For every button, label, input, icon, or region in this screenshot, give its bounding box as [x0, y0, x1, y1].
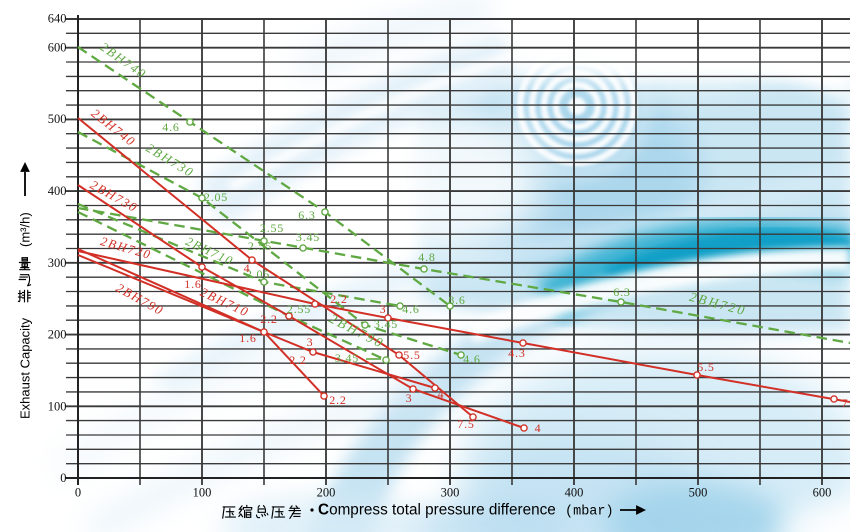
svg-text:4.8: 4.8	[418, 250, 435, 264]
svg-text:1.6: 1.6	[184, 277, 201, 291]
svg-text:5.5: 5.5	[403, 348, 420, 362]
svg-text:2.2: 2.2	[329, 393, 346, 407]
svg-text:4.3: 4.3	[508, 346, 525, 360]
svg-text:4.6: 4.6	[463, 352, 480, 366]
svg-text:2.2: 2.2	[330, 292, 347, 306]
svg-text:7: 7	[842, 396, 849, 410]
svg-text:5.5: 5.5	[697, 360, 714, 374]
svg-text:3.45: 3.45	[335, 351, 359, 365]
svg-text:4: 4	[438, 387, 445, 401]
svg-text:400: 400	[565, 486, 584, 500]
svg-text:2BH740: 2BH740	[97, 40, 149, 82]
svg-text:Compress total pressure differ: Compress total pressure difference	[318, 502, 556, 519]
svg-text:3.45: 3.45	[296, 230, 320, 244]
svg-text:200: 200	[48, 328, 67, 342]
svg-text:2.55: 2.55	[248, 239, 272, 253]
svg-text:2.55: 2.55	[287, 302, 311, 316]
svg-text:7.5: 7.5	[457, 417, 474, 431]
svg-text:2.2: 2.2	[260, 312, 277, 326]
svg-text:600: 600	[48, 40, 67, 54]
svg-text:6.3: 6.3	[298, 208, 315, 222]
svg-text:4.6: 4.6	[402, 302, 419, 316]
svg-text:6.3: 6.3	[613, 285, 630, 299]
svg-text:300: 300	[48, 256, 67, 270]
svg-text:8.6: 8.6	[448, 293, 465, 307]
svg-text:2.05: 2.05	[246, 267, 270, 281]
svg-text:3: 3	[380, 302, 387, 316]
svg-text:100: 100	[193, 486, 212, 500]
svg-text:2.2: 2.2	[289, 353, 306, 367]
svg-text:3.45: 3.45	[374, 317, 398, 331]
svg-text:200: 200	[317, 486, 336, 500]
svg-text:500: 500	[48, 112, 67, 126]
svg-text:2BH730: 2BH730	[144, 141, 197, 181]
svg-text:(m³/h): (m³/h)	[18, 212, 33, 247]
svg-text:(mbar): (mbar)	[565, 505, 614, 520]
svg-text:Exhaust Capacity: Exhaust Capacity	[18, 317, 33, 419]
svg-text:4: 4	[244, 261, 251, 275]
svg-text:4: 4	[535, 421, 542, 435]
svg-text:600: 600	[813, 486, 832, 500]
svg-text:400: 400	[48, 184, 67, 198]
svg-text:3: 3	[307, 335, 314, 349]
svg-text:2.55: 2.55	[260, 221, 284, 235]
svg-text:0: 0	[75, 486, 81, 500]
svg-text:1.6: 1.6	[239, 331, 256, 345]
svg-text:500: 500	[689, 486, 708, 500]
svg-text:4.6: 4.6	[162, 120, 179, 134]
svg-text:0: 0	[60, 471, 66, 485]
svg-text:3: 3	[406, 391, 413, 405]
svg-text:300: 300	[441, 486, 460, 500]
svg-text:640: 640	[48, 12, 67, 26]
svg-text:2.05: 2.05	[204, 190, 228, 204]
svg-text:2BH740: 2BH740	[89, 106, 139, 149]
svg-text:100: 100	[48, 399, 67, 413]
